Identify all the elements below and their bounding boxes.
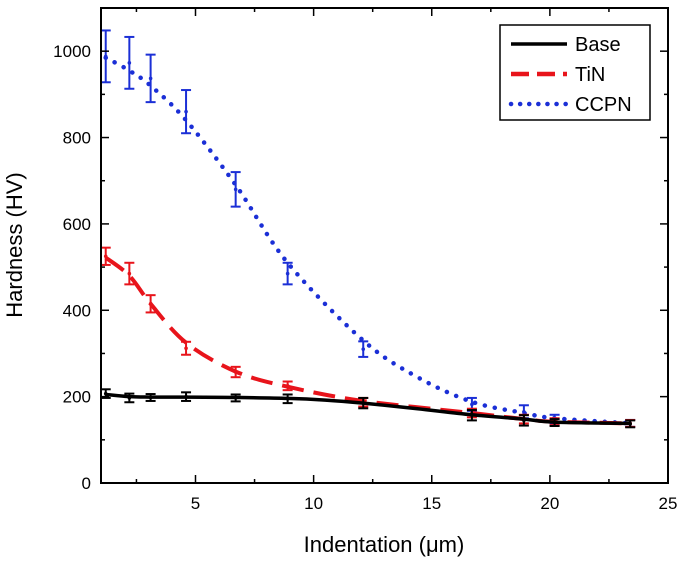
legend-label-ccpn: CCPN	[575, 94, 632, 116]
data-point-base	[148, 395, 153, 400]
y-tick-label: 800	[63, 129, 91, 148]
series-layer	[100, 29, 636, 429]
data-point-ccpn	[522, 409, 526, 414]
y-axis-ticks: 0 200 400 600 800 1000	[53, 7, 668, 493]
y-tick-label: 200	[63, 388, 91, 407]
error-bar-base	[625, 419, 636, 429]
data-point-base	[361, 401, 366, 405]
y-tick-label: 0	[82, 474, 91, 493]
data-point-ccpn	[148, 76, 153, 81]
error-bar-base	[230, 393, 241, 403]
data-point-ccpn	[233, 187, 238, 192]
data-point-ccpn	[470, 402, 474, 407]
plot-area-frame	[100, 7, 669, 484]
data-point-base	[233, 396, 238, 400]
data-point-ccpn	[127, 61, 132, 65]
error-bar-base	[466, 409, 477, 422]
data-point-ccpn	[285, 271, 290, 276]
error-bar-tin	[145, 294, 156, 314]
error-bar-ccpn	[282, 261, 293, 286]
data-point-tin	[127, 271, 132, 276]
data-point-tin	[285, 384, 290, 388]
error-bar-tin	[181, 340, 192, 356]
error-bar-ccpn	[230, 171, 241, 208]
data-point-base	[552, 420, 557, 425]
error-bar-base	[124, 392, 135, 404]
series-line-tin	[104, 255, 631, 426]
y-tick-label: 600	[63, 215, 91, 234]
error-bar-tin	[124, 261, 135, 286]
error-bar-base	[518, 414, 529, 427]
data-point-base	[184, 394, 188, 399]
data-point-tin	[233, 370, 238, 374]
legend-label-base: Base	[575, 34, 621, 56]
x-tick-label: 15	[422, 494, 441, 513]
error-bar-ccpn	[145, 53, 156, 104]
error-bar-ccpn	[100, 29, 111, 84]
data-point-base	[127, 396, 132, 400]
error-bar-tin	[230, 365, 241, 379]
y-axis-title: Hardness (HV)	[2, 172, 27, 317]
x-tick-label: 25	[659, 494, 678, 513]
error-bar-base	[549, 418, 560, 427]
x-axis-ticks: 5 10 15 20 25	[135, 8, 678, 513]
data-point-base	[628, 422, 632, 426]
error-bar-base	[358, 396, 369, 410]
error-bar-base	[282, 393, 293, 405]
x-axis-title: Indentation (μm)	[304, 532, 465, 557]
data-point-ccpn	[361, 347, 366, 351]
data-point-ccpn	[184, 109, 188, 114]
error-bar-ccpn	[124, 35, 135, 90]
error-bar-base	[145, 393, 156, 402]
data-point-ccpn	[103, 54, 108, 59]
data-point-tin	[148, 301, 153, 306]
x-tick-label: 10	[304, 494, 323, 513]
error-bar-ccpn	[358, 340, 369, 358]
legend: Base TiN CCPN	[499, 24, 651, 121]
y-tick-label: 1000	[53, 42, 91, 61]
data-point-base	[470, 413, 474, 418]
error-bar-base	[181, 391, 192, 402]
error-bar-tin	[100, 246, 111, 266]
y-tick-label: 400	[63, 301, 91, 320]
data-point-base	[522, 418, 526, 423]
data-point-base	[285, 396, 290, 401]
x-tick-label: 20	[540, 494, 559, 513]
data-point-tin	[184, 346, 188, 351]
series-base	[100, 388, 636, 429]
data-point-tin	[103, 254, 108, 259]
error-bar-ccpn	[181, 89, 192, 135]
x-tick-label: 5	[191, 494, 200, 513]
legend-label-tin: TiN	[575, 64, 605, 86]
error-bar-tin	[282, 380, 293, 392]
data-point-base	[103, 391, 108, 396]
